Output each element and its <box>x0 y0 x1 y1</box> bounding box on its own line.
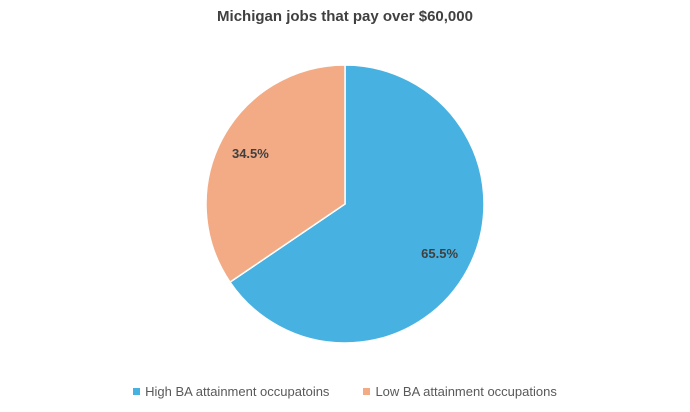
data-label-1: 65.5% <box>421 246 458 261</box>
legend-item-1: High BA attainment occupatoins <box>133 384 329 399</box>
legend-swatch-1 <box>133 388 141 395</box>
legend-swatch-2 <box>363 388 371 395</box>
pie-slice-2 <box>205 64 346 284</box>
legend: High BA attainment occupatoins Low BA att… <box>0 384 690 399</box>
data-label-2: 34.5% <box>232 146 269 161</box>
pie-slice-1 <box>228 64 485 344</box>
legend-label-2: Low BA attainment occupations <box>375 384 557 399</box>
chart-title: Michigan jobs that pay over $60,000 <box>217 8 473 25</box>
legend-label-1: High BA attainment occupatoins <box>145 384 330 399</box>
legend-item-2: Low BA attainment occupations <box>363 384 557 399</box>
